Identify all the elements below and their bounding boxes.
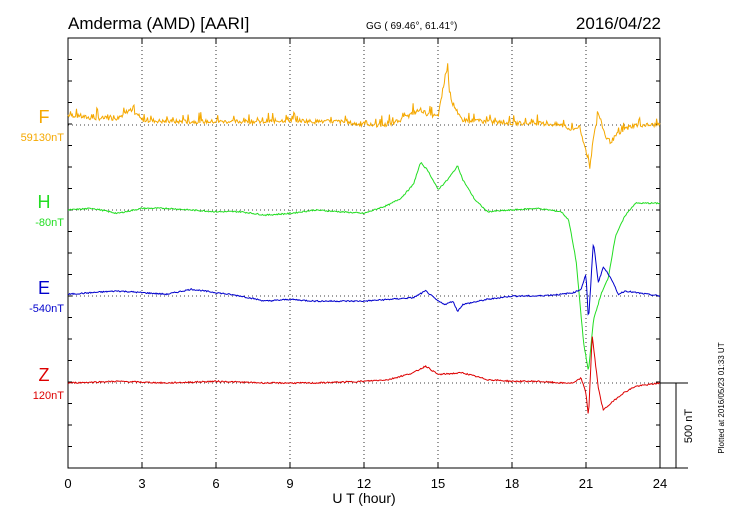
x-tick-label: 15	[431, 476, 445, 491]
series-line-f	[67, 63, 661, 169]
station-coordinates: GG ( 69.46°, 61.41°)	[366, 21, 457, 32]
series-baseline-label: 59130nT	[21, 132, 65, 144]
series-line-e	[67, 243, 661, 316]
x-tick-label: 9	[286, 476, 293, 491]
series-lines	[67, 63, 661, 414]
series-name-label: E	[38, 278, 50, 298]
series-name-label: H	[38, 192, 51, 212]
series-name-label: Z	[39, 365, 50, 385]
axis-ticks: 0 3 6 9 12 15 18 21 24	[64, 38, 667, 491]
series-line-h	[67, 161, 661, 370]
chart-date: 2016/04/22	[576, 14, 661, 33]
x-tick-label: 3	[138, 476, 145, 491]
x-tick-label: 6	[212, 476, 219, 491]
x-tick-label: 12	[357, 476, 371, 491]
series-baseline-label: -80nT	[35, 217, 64, 229]
series-baseline-label: -540nT	[29, 303, 64, 315]
station-title: Amderma (AMD) [AARI]	[68, 14, 249, 33]
series-line-z	[67, 336, 660, 414]
x-tick-label: 21	[579, 476, 593, 491]
x-axis-title: U T (hour)	[332, 490, 395, 506]
baseline-lines	[68, 124, 660, 384]
component-labels: F 59130nT H -80nT E -540nT Z 120nT	[21, 107, 65, 402]
scale-bar-label: 500 nT	[683, 409, 695, 444]
x-tick-label: 24	[653, 476, 667, 491]
grid-lines	[141, 38, 587, 468]
series-name-label: F	[39, 107, 50, 127]
plotted-timestamp: Plotted at 2016/05/23 01:33 UT	[717, 342, 726, 453]
series-baseline-label: 120nT	[33, 390, 64, 402]
x-tick-label: 18	[505, 476, 519, 491]
scale-bar: 500 nT	[660, 382, 695, 469]
x-tick-label: 0	[64, 476, 71, 491]
